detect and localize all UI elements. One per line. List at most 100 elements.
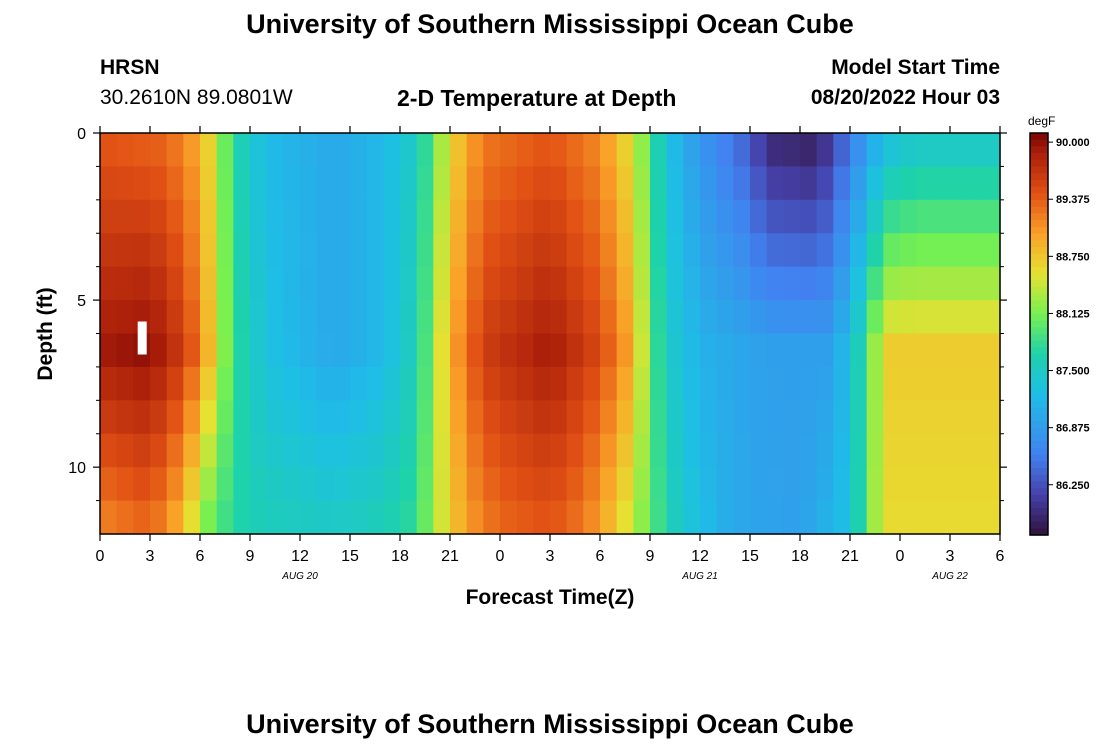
station-coordinates: 30.2610N 89.0801W [100,86,293,109]
heatmap-cell [600,366,618,401]
heatmap-cell [516,233,534,268]
colorbar-segment [1030,394,1048,402]
heatmap-cell [233,233,251,268]
heatmap-cell [833,500,851,535]
heatmap-cell [633,133,651,168]
heatmap-cell [350,300,368,335]
heatmap-cell [633,467,651,502]
colorbar-frame [1029,132,1049,536]
heatmap-cell [550,233,568,268]
heatmap-cell [366,366,384,401]
x-tick-label: 9 [646,548,655,565]
heatmap-cell [266,133,284,168]
colorbar-segment [1030,173,1048,181]
heatmap-cell [850,433,868,468]
colorbar-label: 88.750 [1056,251,1090,263]
heatmap-cell [483,266,501,301]
heatmap-cell [950,166,968,201]
heatmap-cell [300,400,318,435]
heatmap-cell [133,500,151,535]
heatmap-cell [183,266,201,301]
colorbar-segment [1030,287,1048,295]
heatmap-cell [283,500,301,535]
heatmap-cell [916,199,934,234]
heatmap-cell [250,433,268,468]
heatmap-cell [283,467,301,502]
heatmap-cell [516,300,534,335]
heatmap-cell [100,133,118,168]
heatmap-cell [300,433,318,468]
heatmap-cell [266,300,284,335]
heatmap-cell [200,333,218,368]
heatmap-cell [866,133,884,168]
heatmap-cell [666,467,684,502]
heatmap-cell [616,333,634,368]
heatmap-cell [500,133,518,168]
y-tick-label: 0 [77,126,86,143]
heatmap-cell [483,300,501,335]
colorbar-segment [1030,347,1048,355]
heatmap-cell [633,266,651,301]
heatmap-cell [866,366,884,401]
heatmap-cells [100,133,1001,535]
heatmap-cell [383,400,401,435]
heatmap-cell [900,233,918,268]
heatmap-cell [450,199,468,234]
heatmap-cell [366,333,384,368]
heatmap-cell [316,133,334,168]
heatmap-cell [733,400,751,435]
heatmap-cell [700,233,718,268]
heatmap-cell [300,366,318,401]
heatmap-cell [633,166,651,201]
heatmap-cell [916,133,934,168]
heatmap-cell [700,166,718,201]
heatmap-cell [733,333,751,368]
heatmap-cell [933,199,951,234]
heatmap-cell [933,467,951,502]
heatmap-cell [983,233,1001,268]
heatmap-cell [600,266,618,301]
heatmap-cell [850,400,868,435]
heatmap-cell [166,500,184,535]
heatmap-cell [333,467,351,502]
heatmap-cell [450,333,468,368]
heatmap-cell [450,467,468,502]
heatmap-cell [983,433,1001,468]
heatmap-cell [900,266,918,301]
heatmap-cell [800,400,818,435]
heatmap-cell [550,300,568,335]
heatmap-cell [950,300,968,335]
heatmap-cell [366,433,384,468]
heatmap-cell [366,199,384,234]
heatmap-cell [433,233,451,268]
heatmap-cell [816,133,834,168]
heatmap-cell [716,233,734,268]
heatmap-cell [100,233,118,268]
heatmap-cell [916,333,934,368]
heatmap-cell [800,300,818,335]
heatmap-cell [950,233,968,268]
heatmap-cell [583,400,601,435]
heatmap-cell [100,366,118,401]
heatmap-cell [700,133,718,168]
heatmap-cell [833,266,851,301]
heatmap-cell [400,166,418,201]
heatmap-cell [883,467,901,502]
heatmap-cell [150,166,168,201]
heatmap-cell [600,467,618,502]
heatmap-cell [433,433,451,468]
colorbar-segment [1030,514,1048,523]
heatmap-cell [200,366,218,401]
heatmap-cell [800,199,818,234]
heatmap-cell [783,467,801,502]
heatmap-cell [583,166,601,201]
heatmap-cell [900,199,918,234]
station-name: HRSN [100,56,160,79]
heatmap-cell [933,433,951,468]
heatmap-cell [400,500,418,535]
heatmap-cell [883,133,901,168]
heatmap-cell [733,366,751,401]
date-labels: AUG 20 AUG 21 AUG 22 [281,571,968,582]
colorbar-segment [1030,354,1048,362]
heatmap-cell [550,199,568,234]
